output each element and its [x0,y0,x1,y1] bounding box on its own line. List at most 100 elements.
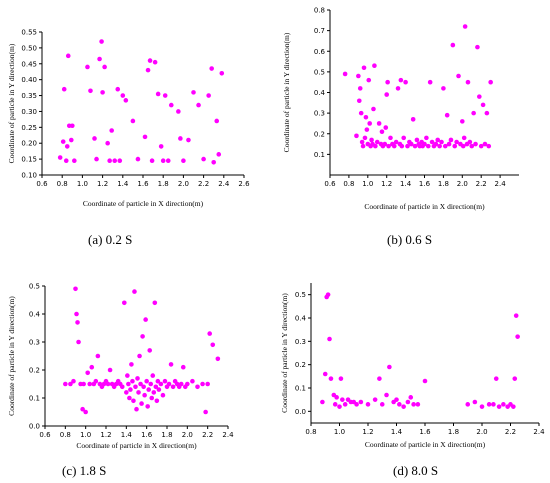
data-point [342,71,348,77]
data-point [414,137,420,143]
data-point [441,86,446,91]
data-point [160,158,166,163]
data-point [473,141,478,147]
y-tick-label: 0.35 [21,92,37,100]
data-point [80,406,85,412]
scatter-chart-a: 0.6 0.8 1.0 1.2 1.4 1.6 1.8 2.0 2.2 2.4 2.6 0.10 0.1… [7,29,250,209]
data-point [64,144,70,149]
data-point [206,93,211,98]
data-point [131,398,136,404]
data-point [357,86,363,91]
x-tick-label: 2.4 [218,180,230,188]
x-tick-label: 1.8 [448,428,459,436]
data-point [356,98,362,104]
x-tick-label: 1.8 [158,180,169,188]
x-tick-label: 0.6 [39,431,51,439]
y-axis-title: Coordinate of particle in Y direction(m) [7,296,16,416]
data-point [412,143,418,149]
x-axis-title: Coordinate of particle in X direction(m) [76,441,197,450]
data-point [63,381,68,387]
data-point [214,118,220,124]
data-point [398,77,404,83]
data-point [135,156,141,162]
data-point [93,378,99,384]
data-point [132,289,137,294]
x-tick-label: 1.4 [391,428,403,436]
data-point [379,129,385,134]
y-tick-label: 0.4 [295,315,307,323]
data-point [57,155,63,160]
data-point [185,381,190,387]
chart-panel-a: 0.6 0.8 1.0 1.2 1.4 1.6 1.8 2.0 2.2 2.4 2.6 0.10 0.1… [0,0,275,248]
data-point [170,384,176,390]
data-point [145,404,150,409]
data-point [465,79,471,85]
y-tick-label: 0.6 [314,48,326,56]
x-tick-label: 1.2 [97,180,108,188]
data-point [322,371,328,377]
data-point [147,348,153,353]
data-point [367,121,372,126]
y-tick-label: 0.3 [29,339,40,347]
y-tick-label: 0.50 [21,44,37,52]
data-point [450,42,456,48]
data-point [356,73,361,79]
data-point [75,320,80,325]
x-tick-label: 1.6 [419,428,431,436]
data-point [408,395,414,400]
x-tick-label: 1.4 [400,180,412,188]
data-point [83,409,88,415]
data-point [81,381,86,387]
y-tick-label: 0.0 [295,408,306,416]
data-point [478,143,484,149]
data-point [465,402,471,407]
x-tick-label: 2.4 [533,428,545,436]
chart-panel-d: 0.8 1.0 1.2 1.4 1.6 1.8 2.0 2.2 2.4 0.0 0.1 0.2 0.3 0… [275,262,550,483]
data-point [477,94,482,99]
data-point [100,90,105,95]
y-tick-label: 0.55 [21,29,37,37]
data-point [501,402,506,407]
data-point [99,39,104,44]
data-point [394,397,399,402]
data-point [454,139,459,145]
data-point [354,402,359,407]
data-point [129,362,134,367]
data-point [124,390,129,395]
y-tick-label: 0.0 [29,423,40,431]
x-tick-label: 1.2 [381,180,392,188]
x-tick-label: 1.0 [362,180,373,188]
data-point [117,158,123,163]
data-point [141,384,146,390]
x-tick-label: 0.8 [60,431,71,439]
data-point [92,136,97,141]
data-point [328,376,334,381]
data-point [456,73,461,79]
data-point [327,336,332,342]
y-tick-label: 0.45 [21,60,37,68]
y-tick-label: 0.30 [21,108,37,116]
data-point [365,402,371,407]
data-point [469,143,475,149]
data-point [87,381,93,387]
data-point [366,77,372,83]
scatter-chart-c: 0.6 0.8 1.0 1.2 1.4 1.6 1.8 2.0 2.2 2.4 0.0 0.1 0.2 0… [7,283,234,451]
x-tick-label: 2.0 [178,180,189,188]
data-point [148,381,154,387]
data-point [195,384,200,390]
data-point [377,376,382,381]
data-point [126,381,131,387]
data-point [211,159,216,165]
data-point [142,134,148,140]
data-point [364,127,370,132]
data-point [515,334,520,339]
data-point [143,317,148,322]
data-point [342,402,348,407]
data-point [488,79,493,85]
data-point [88,88,93,94]
data-point [386,143,391,149]
data-point [186,137,191,143]
x-tick-label: 1.6 [141,431,153,439]
data-point [372,63,377,68]
data-point [359,139,365,145]
